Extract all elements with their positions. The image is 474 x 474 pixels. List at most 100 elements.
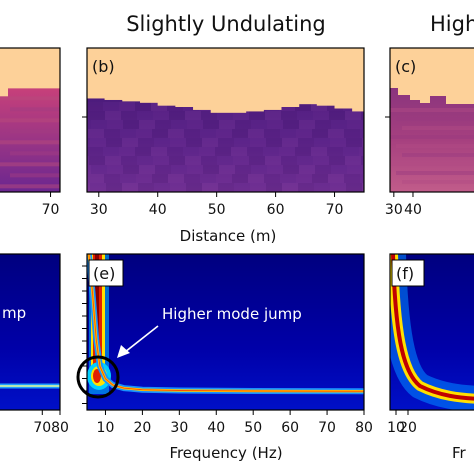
panel-b-cell: [120, 174, 136, 183]
panel-b-cell: [201, 156, 217, 165]
panel-b-cell: [218, 138, 234, 147]
panel-e-xtick-label: 60: [281, 420, 299, 436]
panel-b-cell: [283, 165, 299, 174]
panel-e-xtick-label: 10: [97, 420, 115, 436]
panel-c-xtick-label: 40: [404, 202, 422, 218]
panel-b-cell: [200, 174, 216, 183]
panel-b-cell: [296, 129, 312, 138]
panel-b-cell: [119, 102, 135, 111]
panel-b-cell: [363, 120, 364, 129]
panel-b-cell: [91, 165, 107, 174]
panel-b-cell: [89, 156, 105, 165]
panel-e-yticks: [82, 265, 87, 404]
panel-b-cell: [136, 129, 152, 138]
panel-b-cell: [298, 138, 314, 147]
panel-a-layers: [0, 88, 60, 192]
panel-b-cell: [167, 102, 183, 111]
panel-b-cell: [267, 120, 283, 129]
panel-b-cell: [155, 165, 171, 174]
panel-b-cell: [331, 165, 347, 174]
panel-d-frame: [0, 253, 61, 411]
panel-b-cell: [137, 156, 153, 165]
panel-b-cell: [295, 102, 311, 111]
panel-b-xtick-label: 50: [208, 202, 226, 218]
panel-b-cell: [154, 183, 170, 192]
panel-a-layer-stripe: [10, 151, 60, 156]
panel-e-jump-peak: [93, 369, 101, 383]
panel-b-cell: [247, 147, 263, 156]
panel-a-layer-stripe: [0, 184, 60, 189]
panel-c-layer-stripe: [402, 180, 474, 184]
panel-a-frame: [0, 47, 61, 193]
panel-b-cell: [155, 120, 171, 129]
panel-b-cell: [104, 174, 120, 183]
panel-b-cell: [218, 183, 234, 192]
panel-e-annotation-arrow: [117, 325, 159, 358]
panel-b-cell: [88, 174, 104, 183]
panel-b-cell: [217, 156, 233, 165]
panel-b-cell: [265, 111, 281, 120]
panel-b-cell: [232, 174, 248, 183]
panel-c-layer-stripe: [402, 126, 474, 130]
panel-b-cell: [265, 156, 281, 165]
panel-b-cell: [280, 129, 296, 138]
panel-b-xlabel: Distance (m): [180, 227, 277, 245]
panel-b-cell: [185, 111, 201, 120]
panel-b-cell: [199, 147, 215, 156]
panel-e-mode-core: [88, 254, 364, 392]
panel-b-cell: [345, 111, 361, 120]
panel-b-cell: [347, 120, 363, 129]
panel-b-cell: [331, 120, 347, 129]
panel-b-cell: [107, 120, 123, 129]
panel-d-annotation: mp: [2, 304, 26, 322]
panel-b: [87, 48, 364, 192]
panel-d: [0, 254, 60, 410]
panel-b-cell: [120, 129, 136, 138]
panel-b-cell: [329, 111, 345, 120]
panel-f-xtick-label: 20: [399, 420, 417, 436]
panel-b-cell: [168, 174, 184, 183]
panel-b-cell: [168, 129, 184, 138]
panel-b-cell: [248, 174, 264, 183]
panel-b-cell: [135, 102, 151, 111]
panel-b-cell: [279, 147, 295, 156]
panel-e-xtick-label: 50: [244, 420, 262, 436]
panel-b-cell: [153, 156, 169, 165]
panel-b-cell: [90, 183, 106, 192]
panel-b-cell: [154, 138, 170, 147]
panel-b-cell: [297, 111, 313, 120]
panel-b-cell: [250, 138, 266, 147]
panel-b-cell: [360, 174, 364, 183]
panel-a-xtick-label: 70: [42, 202, 60, 218]
panel-e-xtick-label: 30: [170, 420, 188, 436]
panel-b-cell: [121, 156, 137, 165]
panel-b-cell: [170, 183, 186, 192]
panel-b-xtick-label: 60: [267, 202, 285, 218]
panel-b-cell: [361, 156, 364, 165]
panel-e-xtick-label: 40: [207, 420, 225, 436]
panel-b-cell: [169, 111, 185, 120]
panel-c-label-box: [392, 54, 426, 80]
panel-b-cell: [346, 183, 362, 192]
panel-b-cell: [203, 120, 219, 129]
panel-b-cell: [330, 138, 346, 147]
panel-b-cell: [232, 129, 248, 138]
panel-b-label: (b): [92, 57, 115, 76]
panel-b-cell: [267, 165, 283, 174]
panel-b-cell: [90, 138, 106, 147]
panel-b-cell: [248, 129, 264, 138]
panel-b-cell: [250, 183, 266, 192]
panel-c-layer-stripe: [396, 117, 474, 121]
panel-b-cell: [361, 111, 364, 120]
panel-b-xtick-label: 30: [90, 202, 108, 218]
panel-b-cell: [315, 165, 331, 174]
panel-b-cell: [282, 183, 298, 192]
panel-c-frame: [389, 47, 474, 193]
panel-b-cell: [105, 111, 121, 120]
panel-a-layer-stripe: [10, 107, 60, 112]
panel-b-cell: [235, 165, 251, 174]
panel-a-layer-stripe: [10, 173, 60, 178]
panel-b-cell: [171, 120, 187, 129]
panel-b-cell: [235, 120, 251, 129]
panel-b-cell: [135, 147, 151, 156]
